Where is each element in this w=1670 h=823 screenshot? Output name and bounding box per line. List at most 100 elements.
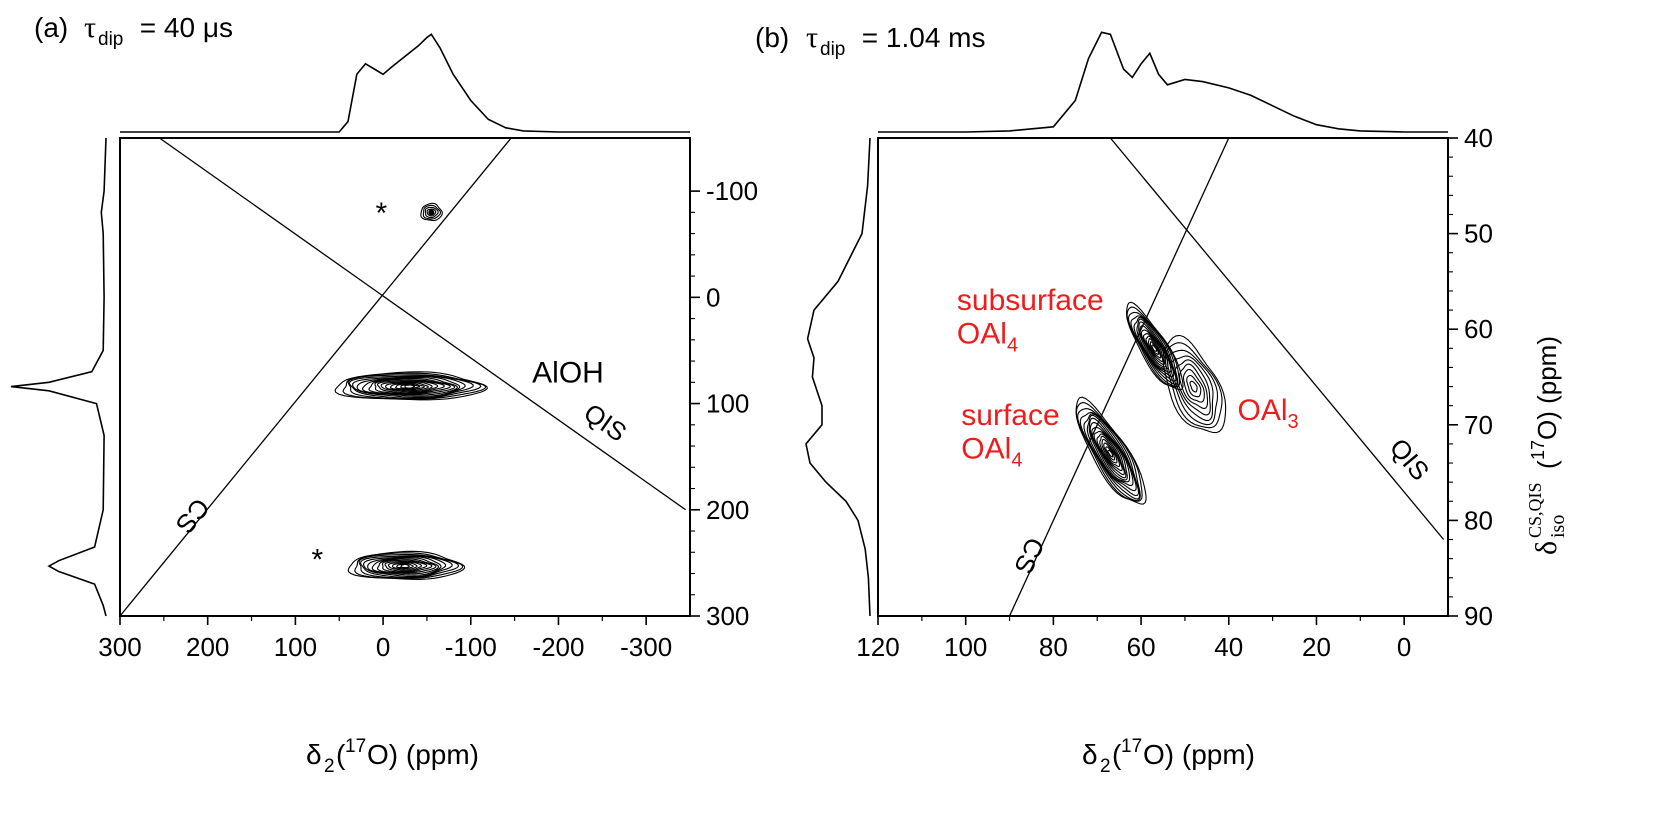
contour-level xyxy=(1189,380,1198,393)
panel-b-ylabel-superscript: CS,QIS xyxy=(1525,482,1545,538)
peak-label: surface xyxy=(961,399,1059,432)
contour-level xyxy=(361,376,458,396)
contour-level xyxy=(342,372,487,400)
y-tick-label: 40 xyxy=(1464,123,1493,153)
contour-level xyxy=(395,383,425,390)
contour-level xyxy=(1088,417,1134,487)
contour-level xyxy=(1179,363,1209,410)
panel-a-xlabel-subscript: 2 xyxy=(324,756,335,777)
x-tick-label: 0 xyxy=(376,632,390,662)
contour-level xyxy=(1107,449,1114,458)
contour-level xyxy=(1174,359,1211,416)
contour-level xyxy=(396,563,414,569)
x-tick-label: 100 xyxy=(274,632,317,662)
contour-level xyxy=(1075,396,1147,505)
panel-a-side-projection xyxy=(10,137,107,617)
contour-level xyxy=(384,560,428,572)
x-tick-label: -200 xyxy=(532,632,584,662)
panel-b: (b) τ dip = 1.04 ms 120 100 80 60 40 20 0 40 50… xyxy=(755,21,1569,777)
panel-b-ylabel-delta: δ xyxy=(1530,541,1563,555)
contour-level xyxy=(1186,374,1202,398)
panel-a-xlabel-rest: O) (ppm) xyxy=(367,739,479,770)
contour-level xyxy=(404,384,415,389)
panel-a: (a) τ dip = 40 μs 300 200 100 0 -100 -200 -300… xyxy=(10,11,758,777)
cs-line-label: CS xyxy=(170,493,216,540)
contour-level xyxy=(1126,306,1181,388)
contour-level xyxy=(1126,301,1184,391)
panel-b-plot-frame xyxy=(877,137,1449,617)
x-tick-label: -100 xyxy=(445,632,497,662)
y-tick-label: 70 xyxy=(1464,410,1493,440)
contour-level xyxy=(400,384,421,389)
contour-level xyxy=(352,375,466,399)
contour-level xyxy=(1142,333,1166,366)
panel-b-y-axis-label: δ iso CS,QIS ( 17 O) (ppm) xyxy=(1525,336,1569,555)
x-tick-label: 100 xyxy=(944,632,987,662)
contour-level xyxy=(389,382,429,391)
panel-b-title-subscript: dip xyxy=(820,39,845,60)
contour-level xyxy=(426,208,437,217)
panel-b-label: (b) xyxy=(755,22,789,53)
panel-a-y-ticks: -100 0 100 200 300 xyxy=(690,176,758,631)
panel-a-title-value: = 40 μs xyxy=(132,12,233,43)
contour-level xyxy=(1083,413,1140,497)
contour-level xyxy=(1166,349,1219,426)
panel-b-x-ticks: 120 100 80 60 40 20 0 xyxy=(856,616,1411,662)
contour-level xyxy=(380,380,439,393)
peak-label: AlOH xyxy=(532,356,604,389)
panel-b-xlabel-open: ( xyxy=(1112,739,1122,770)
peak-label: OAl3 xyxy=(1238,394,1299,433)
panel-a-x-axis-label: δ 2 ( 17 O) (ppm) xyxy=(306,736,479,777)
x-tick-label: 120 xyxy=(856,632,899,662)
contour-level xyxy=(420,202,443,222)
x-tick-label: 60 xyxy=(1127,632,1156,662)
qis-line xyxy=(159,138,686,511)
contour-level xyxy=(1105,446,1116,461)
x-tick-label: 40 xyxy=(1214,632,1243,662)
contour-level xyxy=(1103,442,1118,464)
panel-a-xlabel-delta: δ xyxy=(306,739,322,770)
qis-line xyxy=(1109,138,1445,540)
panel-a-title-subscript: dip xyxy=(98,29,123,50)
y-tick-label: 80 xyxy=(1464,505,1493,535)
spinning-sideband-marker: * xyxy=(375,197,387,230)
panel-b-top-projection xyxy=(878,31,1448,133)
contour-level xyxy=(385,381,433,392)
contour-level xyxy=(371,557,440,575)
panel-b-ylabel-subscript: iso xyxy=(1547,515,1569,538)
panel-a-label: (a) xyxy=(34,12,68,43)
contour-level xyxy=(356,376,461,397)
panel-b-contours xyxy=(1075,301,1227,505)
panel-b-title-value: = 1.04 ms xyxy=(854,22,986,53)
contour-level xyxy=(424,206,439,219)
y-tick-label: 50 xyxy=(1464,219,1493,249)
panel-a-x-ticks: 300 200 100 0 -100 -200 -300 xyxy=(98,616,672,662)
contour-level xyxy=(363,555,447,578)
contour-level xyxy=(368,377,456,395)
panel-b-ylabel-rest: O) (ppm) xyxy=(1532,336,1562,440)
contour-level xyxy=(1136,318,1175,378)
y-tick-label: 300 xyxy=(706,601,749,631)
x-tick-label: -300 xyxy=(620,632,672,662)
contour-level xyxy=(376,380,445,394)
panel-a-xlabel-open: ( xyxy=(336,739,346,770)
panel-b-side-projection xyxy=(805,137,871,617)
y-tick-label: 0 xyxy=(706,282,720,312)
x-tick-label: 200 xyxy=(186,632,229,662)
panel-b-ylabel-isotope: 17 xyxy=(1528,440,1548,460)
cs-line xyxy=(120,138,512,616)
y-tick-label: 60 xyxy=(1464,314,1493,344)
contour-level xyxy=(1089,422,1131,483)
contour-level xyxy=(1091,426,1128,481)
panel-b-xlabel-delta: δ xyxy=(1082,739,1098,770)
contour-level xyxy=(1162,334,1227,434)
panel-a-xlabel-isotope: 17 xyxy=(345,736,366,757)
panel-b-xlabel-isotope: 17 xyxy=(1121,736,1142,757)
peak-dot xyxy=(428,209,435,216)
peak-label: OAl4 xyxy=(961,432,1022,471)
contour-level xyxy=(1182,368,1205,403)
panel-a-title-tau: τ xyxy=(84,11,96,44)
contour-level xyxy=(1147,338,1162,359)
